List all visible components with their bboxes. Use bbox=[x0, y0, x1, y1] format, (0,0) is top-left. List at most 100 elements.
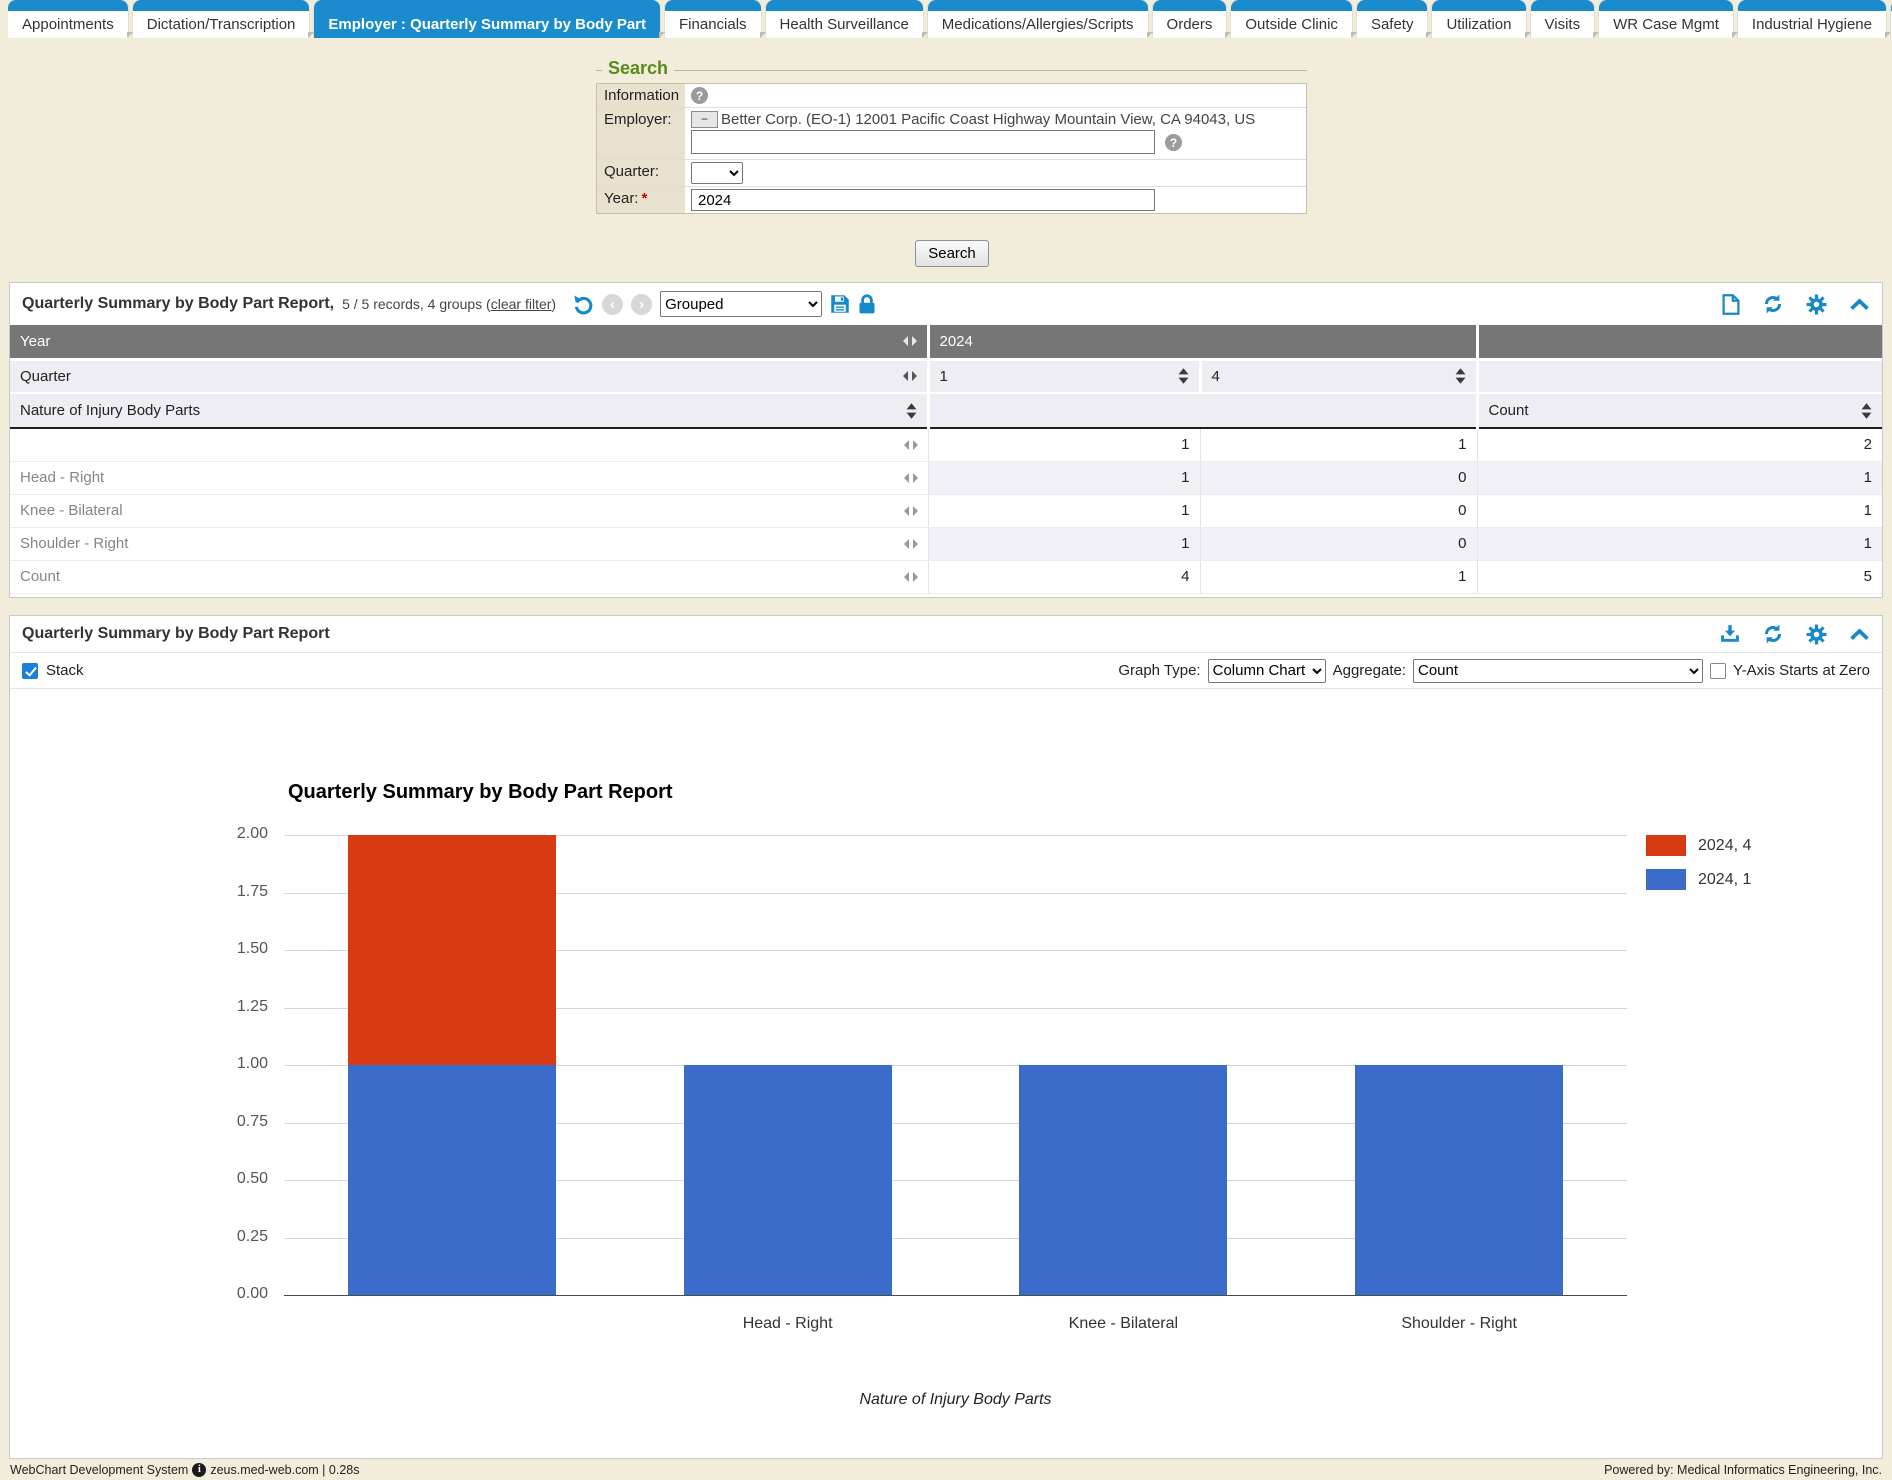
sort-icon[interactable] bbox=[1455, 368, 1466, 384]
tab-safety[interactable]: Safety bbox=[1357, 0, 1428, 38]
count-column-header: Count bbox=[1489, 402, 1529, 419]
bar-segment[interactable] bbox=[348, 1065, 556, 1295]
yaxis-zero-label: Y-Axis Starts at Zero bbox=[1733, 662, 1870, 679]
search-button[interactable]: Search bbox=[915, 240, 989, 267]
refresh-icon[interactable] bbox=[1762, 623, 1784, 645]
y-tick-label: 1.00 bbox=[202, 1055, 268, 1073]
tab-employer-quarterly-summary[interactable]: Employer : Quarterly Summary by Body Par… bbox=[314, 0, 660, 38]
year-input[interactable] bbox=[691, 189, 1155, 211]
tab-health-surveillance[interactable]: Health Surveillance bbox=[766, 0, 923, 38]
tab-dictation-transcription[interactable]: Dictation/Transcription bbox=[133, 0, 310, 38]
y-tick-label: 0.50 bbox=[202, 1170, 268, 1188]
employer-selected-text: Better Corp. (EO-1) 12001 Pacific Coast … bbox=[721, 111, 1255, 128]
quarter-1-header: 1 bbox=[940, 368, 948, 385]
count-value: 1 bbox=[1477, 527, 1882, 560]
move-handle-icon[interactable] bbox=[904, 539, 918, 549]
tab-orders[interactable]: Orders bbox=[1153, 0, 1227, 38]
bar-segment[interactable] bbox=[684, 1065, 892, 1295]
tab-wr-case-mgmt[interactable]: WR Case Mgmt bbox=[1599, 0, 1733, 38]
group-mode-select[interactable]: Grouped bbox=[660, 291, 822, 317]
tab-appointments[interactable]: Appointments bbox=[8, 0, 128, 38]
lock-icon[interactable] bbox=[858, 294, 876, 314]
y-tick-label: 0.75 bbox=[202, 1113, 268, 1131]
undo-icon[interactable] bbox=[572, 293, 594, 315]
status-footer: WebChart Development System i zeus.med-w… bbox=[0, 1459, 1892, 1480]
report-chart-panel: Quarterly Summary by Body Part Report St… bbox=[9, 615, 1883, 1459]
y-tick-label: 1.50 bbox=[202, 940, 268, 958]
x-category-label: Shoulder - Right bbox=[1291, 1315, 1627, 1333]
settings-gear-icon[interactable] bbox=[1806, 624, 1827, 645]
move-handle-icon[interactable] bbox=[904, 440, 918, 450]
records-close: ) bbox=[551, 296, 556, 312]
move-handle-icon[interactable] bbox=[903, 371, 917, 381]
tab-label: Employer : Quarterly Summary by Body Par… bbox=[328, 16, 646, 33]
sort-icon[interactable] bbox=[906, 403, 917, 419]
clear-filter-link[interactable]: clear filter bbox=[491, 296, 552, 312]
graph-type-select[interactable]: Column Chart bbox=[1208, 659, 1326, 683]
tab-outside-clinic[interactable]: Outside Clinic bbox=[1231, 0, 1352, 38]
next-page-icon[interactable]: › bbox=[631, 294, 652, 315]
tab-label: Medications/Allergies/Scripts bbox=[942, 16, 1134, 33]
legend-item: 2024, 1 bbox=[1646, 869, 1751, 890]
tab-utilization[interactable]: Utilization bbox=[1432, 0, 1525, 38]
pivot-table: Year 2024 Quarter 1 4 Nature of Injury B… bbox=[10, 325, 1882, 594]
x-category-label: Knee - Bilateral bbox=[956, 1315, 1292, 1333]
employer-help-icon[interactable]: ? bbox=[1165, 134, 1182, 151]
empty-cell bbox=[1477, 359, 1882, 393]
chart-panel-header: Quarterly Summary by Body Part Report bbox=[10, 616, 1882, 652]
y-tick-label: 0.25 bbox=[202, 1228, 268, 1246]
prev-page-icon[interactable]: ‹ bbox=[602, 294, 623, 315]
table-row: Head - Right 1 0 1 bbox=[10, 461, 1882, 494]
tab-visits[interactable]: Visits bbox=[1531, 0, 1595, 38]
move-handle-icon[interactable] bbox=[904, 506, 918, 516]
sort-icon[interactable] bbox=[1178, 368, 1189, 384]
save-icon[interactable] bbox=[830, 294, 850, 314]
refresh-icon[interactable] bbox=[1762, 293, 1784, 315]
search-legend: Search bbox=[596, 58, 1307, 79]
collapse-panel-icon[interactable] bbox=[1849, 628, 1870, 641]
quarter-select[interactable] bbox=[691, 162, 743, 184]
tab-industrial-hygiene[interactable]: Industrial Hygiene bbox=[1738, 0, 1886, 38]
tab-label: WR Case Mgmt bbox=[1613, 16, 1719, 33]
search-section: Search Information ? Employer: − Better … bbox=[596, 58, 1307, 214]
y-tick-label: 1.75 bbox=[202, 883, 268, 901]
help-icon[interactable]: ? bbox=[691, 87, 708, 104]
row-label: Count bbox=[20, 568, 60, 585]
yaxis-zero-checkbox[interactable] bbox=[1710, 663, 1726, 679]
bar-segment[interactable] bbox=[1019, 1065, 1227, 1295]
bar-segment[interactable] bbox=[1355, 1065, 1563, 1295]
aggregate-select[interactable]: Count bbox=[1413, 659, 1703, 683]
new-document-icon[interactable] bbox=[1722, 294, 1740, 315]
download-icon[interactable] bbox=[1720, 625, 1740, 643]
stack-checkbox[interactable] bbox=[22, 663, 38, 679]
move-handle-icon[interactable] bbox=[903, 336, 917, 346]
q4-value: 1 bbox=[1200, 428, 1477, 461]
sort-icon[interactable] bbox=[1861, 403, 1872, 419]
q1-value: 4 bbox=[928, 560, 1200, 593]
row-label: Knee - Bilateral bbox=[20, 502, 123, 519]
legend-label: 2024, 4 bbox=[1698, 837, 1751, 855]
row-label: Head - Right bbox=[20, 469, 104, 486]
move-handle-icon[interactable] bbox=[904, 572, 918, 582]
information-row: Information ? bbox=[597, 84, 1306, 108]
tab-label: Utilization bbox=[1446, 16, 1511, 33]
year-label: Year:* bbox=[597, 187, 685, 213]
grid-panel-header: Quarterly Summary by Body Part Report, 5… bbox=[10, 283, 1882, 325]
tab-label: Appointments bbox=[22, 16, 114, 33]
tab-label: Orders bbox=[1167, 16, 1213, 33]
legend-swatch bbox=[1646, 869, 1686, 890]
required-marker: * bbox=[641, 190, 647, 207]
gridline bbox=[284, 1295, 1627, 1296]
tab-financials[interactable]: Financials bbox=[665, 0, 761, 38]
settings-gear-icon[interactable] bbox=[1806, 294, 1827, 315]
collapse-employer-button[interactable]: − bbox=[691, 111, 718, 128]
information-label: Information bbox=[597, 84, 685, 107]
info-icon[interactable]: i bbox=[192, 1463, 206, 1477]
employer-search-input[interactable] bbox=[691, 130, 1155, 154]
tab-medications-allergies-scripts[interactable]: Medications/Allergies/Scripts bbox=[928, 0, 1148, 38]
report-grid-panel: Quarterly Summary by Body Part Report, 5… bbox=[9, 282, 1883, 598]
collapse-panel-icon[interactable] bbox=[1849, 298, 1870, 311]
bar-segment[interactable] bbox=[348, 835, 556, 1065]
move-handle-icon[interactable] bbox=[904, 473, 918, 483]
quarter-group-row: Quarter 1 4 bbox=[10, 359, 1882, 393]
